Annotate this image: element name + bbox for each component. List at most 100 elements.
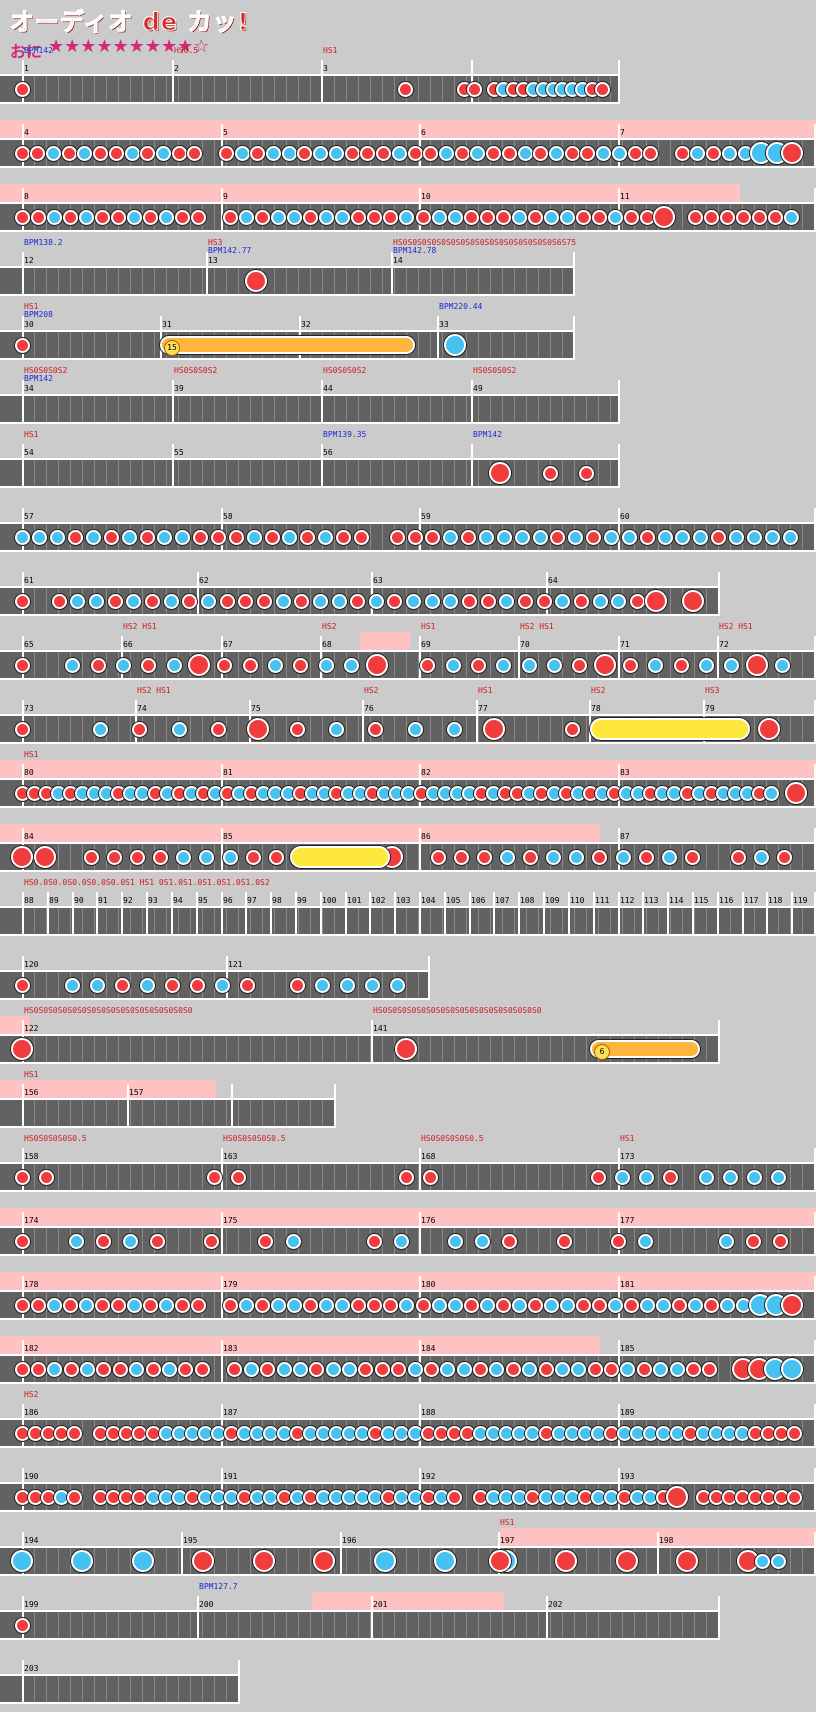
bar-line	[96, 892, 98, 936]
beat-line	[58, 332, 59, 358]
beat-line	[586, 1228, 587, 1254]
ka-note	[124, 145, 140, 161]
scroll-speed-label: HS0S0S0S2	[473, 366, 517, 375]
beat-line	[670, 1228, 671, 1254]
beat-line	[346, 1036, 347, 1062]
beat-line	[46, 332, 47, 358]
bar-line	[226, 956, 228, 1000]
don-note	[462, 593, 478, 609]
don-note	[62, 209, 78, 225]
beat-line	[394, 268, 395, 294]
bar-line	[667, 892, 669, 936]
beat-line	[802, 844, 803, 870]
beat-line	[550, 332, 551, 358]
measure-number: 77	[478, 704, 488, 713]
measure-number: 33	[439, 320, 449, 329]
beat-line	[178, 396, 179, 422]
ka-note	[89, 977, 105, 993]
note-lane	[0, 906, 816, 936]
measure-number: 66	[123, 640, 133, 649]
beat-line	[358, 972, 359, 998]
don-note	[293, 657, 309, 673]
ka-note	[517, 145, 533, 161]
beat-line	[202, 716, 203, 742]
ka-note	[222, 849, 238, 865]
ka-note	[271, 1297, 287, 1313]
bar-line-end	[814, 1148, 816, 1192]
ka-note	[568, 529, 584, 545]
beat-line	[430, 460, 431, 486]
beat-line	[118, 1612, 119, 1638]
beat-line	[46, 1292, 47, 1318]
beat-line	[766, 1228, 767, 1254]
ka-note	[648, 657, 664, 673]
beat-line	[118, 460, 119, 486]
don-note	[398, 1169, 414, 1185]
bar-line	[657, 1532, 659, 1576]
beat-line	[382, 396, 383, 422]
don-note	[303, 209, 319, 225]
don-note	[480, 593, 496, 609]
beat-line	[130, 1548, 131, 1574]
beat-line	[538, 332, 539, 358]
ka-note	[246, 529, 262, 545]
beat-line	[490, 1228, 491, 1254]
ka-note	[569, 849, 585, 865]
don-note	[96, 1361, 112, 1377]
beat-line	[34, 268, 35, 294]
don-note	[258, 1233, 274, 1249]
bar-line	[221, 188, 223, 232]
beat-line	[298, 908, 299, 934]
scroll-speed-label: HS0S0S0S0S0.5	[223, 1134, 286, 1143]
bar-line	[345, 892, 347, 936]
bar-line	[419, 1468, 421, 1512]
beat-line	[802, 1228, 803, 1254]
beat-line	[94, 908, 95, 934]
measure-number: 180	[421, 1280, 436, 1289]
don-note	[673, 657, 689, 673]
beat-line	[238, 652, 239, 678]
beat-line	[226, 76, 227, 102]
beat-line	[406, 396, 407, 422]
measure-number: 117	[744, 896, 759, 905]
beat-line	[442, 908, 443, 934]
beat-line	[310, 268, 311, 294]
beat-line	[202, 1100, 203, 1126]
don-note	[575, 1297, 591, 1313]
ka-note	[640, 1297, 656, 1313]
beat-line	[562, 332, 563, 358]
beat-line	[406, 1356, 407, 1382]
ka-note	[693, 529, 709, 545]
beat-line	[166, 1036, 167, 1062]
beat-line	[226, 1612, 227, 1638]
measure-number: 13	[208, 256, 218, 265]
ka-note	[478, 529, 494, 545]
ka-note	[780, 1358, 803, 1380]
beat-line	[574, 1228, 575, 1254]
don-note	[294, 593, 310, 609]
don-note	[454, 145, 470, 161]
beat-line	[598, 1548, 599, 1574]
beat-line	[238, 268, 239, 294]
beat-line	[178, 1164, 179, 1190]
beat-line	[118, 1164, 119, 1190]
beat-line	[562, 1612, 563, 1638]
beat-line	[226, 1676, 227, 1702]
beat-line	[70, 460, 71, 486]
don-note	[463, 1297, 479, 1313]
beat-line	[526, 460, 527, 486]
ka-note	[158, 209, 174, 225]
beat-line	[130, 460, 131, 486]
measure-number: 90	[74, 896, 84, 905]
beat-line	[466, 1036, 467, 1062]
beat-line	[250, 1164, 251, 1190]
beat-line	[130, 268, 131, 294]
beat-line	[118, 268, 119, 294]
beat-line	[154, 268, 155, 294]
measure-number: 12	[24, 256, 34, 265]
don-note	[223, 209, 239, 225]
drumroll: 6	[590, 1040, 700, 1060]
beat-line	[622, 652, 623, 678]
don-note	[575, 209, 591, 225]
ka-note	[282, 529, 298, 545]
